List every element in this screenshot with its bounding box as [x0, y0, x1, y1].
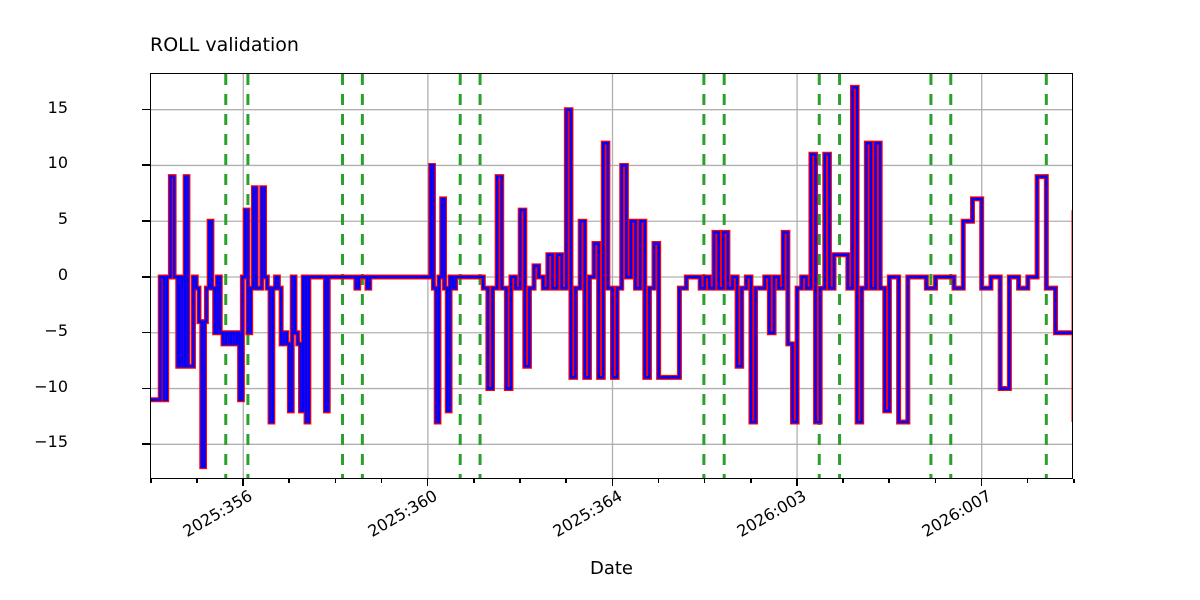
y-tick-mark [142, 276, 150, 278]
y-tick-label: 0 [57, 265, 68, 284]
y-tick-label: 5 [57, 209, 68, 229]
x-tick-mark-minor [749, 479, 752, 483]
x-tick-mark-minor [934, 479, 937, 483]
x-tick-mark-minor [888, 479, 890, 483]
x-tick-mark-minor [1073, 479, 1075, 483]
x-tick-mark-minor [334, 479, 337, 483]
y-tick-label: −15 [34, 432, 68, 452]
x-tick-mark-minor [703, 479, 706, 483]
x-tick-label: 2025:356 [179, 486, 256, 541]
y-tick-mark [142, 108, 150, 111]
x-tick-mark-minor [842, 479, 844, 483]
x-tick-mark-minor [1026, 479, 1029, 483]
plot-svg [151, 74, 1072, 478]
x-tick-label: 2025:360 [364, 486, 441, 541]
y-tick-label: 15 [47, 97, 68, 117]
x-tick-mark-major [426, 479, 429, 486]
x-tick-mark-minor [196, 479, 198, 483]
y-tick-mark [142, 220, 150, 222]
data-series-layer [151, 84, 1072, 470]
y-tick-mark [142, 387, 150, 390]
y-tick-label: −10 [34, 376, 68, 396]
x-tick-label: 2026:007 [918, 486, 995, 541]
y-tick-label: −5 [44, 320, 68, 340]
chart-title: ROLL validation [150, 34, 299, 56]
x-tick-mark-minor [150, 479, 152, 483]
x-tick-mark-minor [657, 479, 660, 483]
x-tick-mark-minor [473, 479, 475, 483]
y-tick-mark [142, 331, 150, 334]
x-tick-label: 2026:003 [733, 486, 810, 541]
plot-area [150, 73, 1073, 479]
y-tick-label: 10 [47, 153, 68, 173]
x-tick-mark-minor [565, 479, 567, 483]
x-tick-mark-major [980, 479, 983, 486]
x-tick-mark-major [796, 479, 798, 486]
x-tick-mark-minor [519, 479, 521, 483]
x-tick-mark-major [611, 479, 614, 486]
y-tick-mark [142, 164, 150, 167]
x-tick-label: 2025:364 [549, 486, 625, 541]
x-tick-mark-minor [380, 479, 383, 483]
x-tick-mark-major [242, 479, 244, 486]
y-tick-mark [142, 443, 150, 445]
x-tick-mark-minor [288, 479, 291, 483]
x-axis-label: Date [589, 558, 634, 579]
